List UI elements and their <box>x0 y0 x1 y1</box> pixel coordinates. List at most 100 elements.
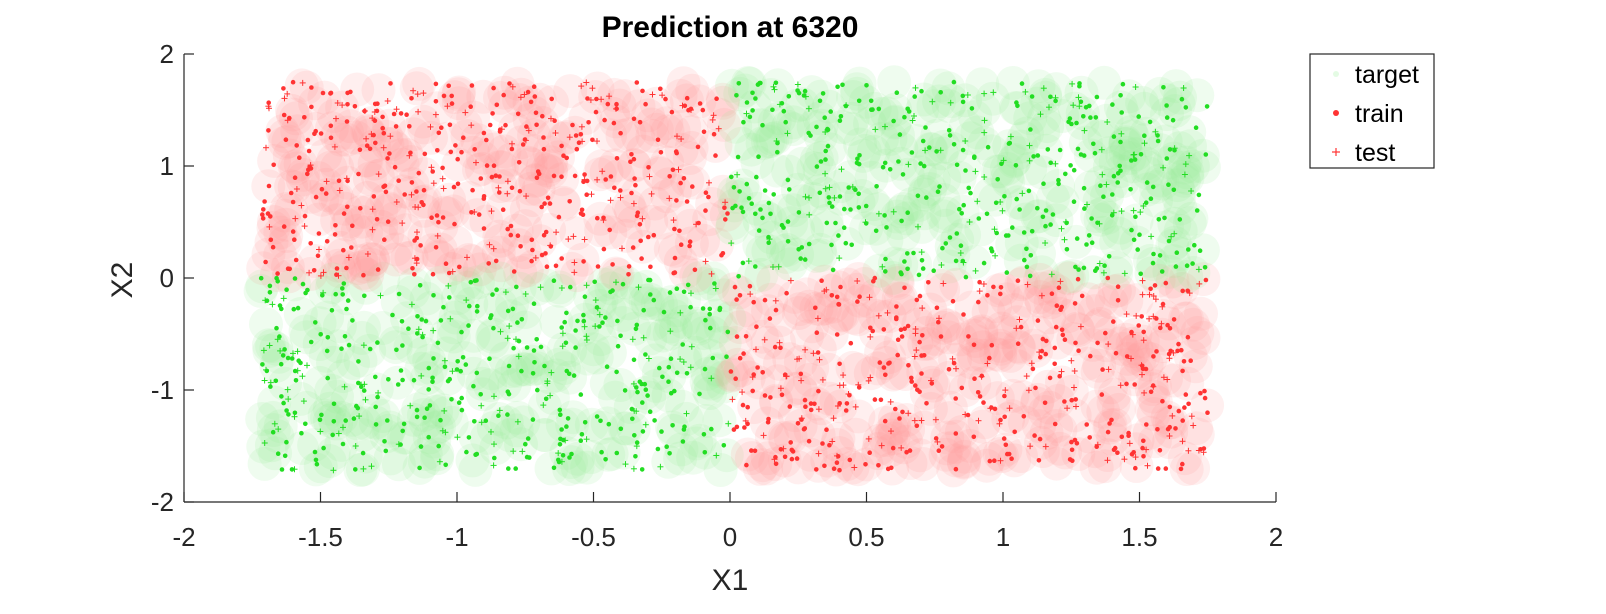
train-point <box>443 261 449 267</box>
train-point <box>802 397 808 403</box>
train-point <box>1143 200 1149 205</box>
train-point <box>785 219 791 224</box>
train-point <box>919 88 924 94</box>
target-halo <box>346 255 381 290</box>
target-halo <box>259 348 294 383</box>
train-point <box>451 184 457 190</box>
target-halo <box>609 411 644 446</box>
target-halo <box>407 157 442 192</box>
train-point <box>834 332 840 337</box>
target-halo <box>651 444 686 479</box>
train-point <box>345 204 350 210</box>
train-point <box>500 207 506 212</box>
target-halo <box>546 332 581 367</box>
train-point <box>295 305 301 311</box>
train-point <box>1128 187 1133 192</box>
train-point <box>806 438 812 444</box>
train-point <box>829 204 835 209</box>
target-halo <box>841 302 876 337</box>
train-point <box>1111 173 1117 179</box>
train-point <box>840 82 845 88</box>
train-point <box>534 122 539 128</box>
target-halo <box>1112 79 1146 114</box>
target-halo <box>528 418 563 453</box>
train-point <box>802 257 808 262</box>
train-point <box>742 425 747 430</box>
train-point <box>931 268 936 274</box>
train-point <box>1202 395 1208 401</box>
train-point <box>848 207 853 212</box>
train-point <box>1091 141 1096 147</box>
train-point <box>798 371 804 377</box>
target-halo <box>783 344 818 379</box>
train-point <box>895 337 901 343</box>
train-point <box>687 239 693 244</box>
train-point <box>429 215 434 220</box>
train-point <box>664 444 669 450</box>
train-point <box>876 463 881 468</box>
target-halo <box>923 68 958 103</box>
train-point <box>607 227 612 233</box>
train-point <box>655 137 661 143</box>
train-point <box>419 317 425 322</box>
train-point <box>1019 81 1025 86</box>
train-point <box>360 450 366 456</box>
train-point <box>1002 194 1007 199</box>
train-point <box>593 109 599 115</box>
train-point <box>934 149 939 154</box>
train-point <box>557 407 563 413</box>
train-point <box>1050 212 1056 217</box>
train-point <box>487 356 492 362</box>
train-point <box>398 368 404 373</box>
train-point <box>325 335 331 340</box>
train-point <box>515 320 520 325</box>
target-halo <box>926 129 961 164</box>
train-point <box>887 167 893 172</box>
train-point <box>516 160 522 165</box>
train-point <box>1048 94 1053 100</box>
train-point <box>563 340 569 346</box>
train-point <box>459 395 465 401</box>
train-point <box>703 317 708 323</box>
train-point <box>702 450 708 455</box>
train-point <box>522 137 528 142</box>
target-halo <box>1139 183 1173 218</box>
train-point <box>473 452 478 458</box>
train-point <box>333 291 339 297</box>
train-point <box>712 281 717 286</box>
target-halo <box>932 401 967 436</box>
target-halo <box>1080 199 1115 233</box>
target-halo <box>995 378 1030 413</box>
train-point <box>634 213 640 219</box>
target-halo <box>1028 77 1063 112</box>
train-point <box>731 185 737 190</box>
train-point <box>740 260 746 266</box>
train-point <box>1105 275 1111 281</box>
target-halo <box>887 192 922 226</box>
train-point <box>1133 214 1138 220</box>
target-halo <box>1161 87 1196 121</box>
train-point <box>976 216 982 221</box>
target-halo <box>843 127 878 162</box>
train-point <box>1059 304 1064 310</box>
train-point <box>612 185 617 191</box>
train-point <box>489 174 495 180</box>
target-halo <box>483 80 517 115</box>
target-halo <box>1157 141 1192 176</box>
target-halo <box>1000 185 1035 220</box>
train-point <box>789 447 795 453</box>
train-point <box>708 325 713 331</box>
train-point <box>1150 184 1156 190</box>
train-point <box>1086 233 1092 238</box>
train-point <box>887 360 892 366</box>
train-point <box>423 318 429 324</box>
train-point <box>929 381 935 386</box>
target-halo <box>1083 306 1118 341</box>
train-point <box>690 184 695 189</box>
target-halo <box>1180 78 1215 113</box>
train-point <box>1064 247 1070 252</box>
train-point <box>261 207 266 212</box>
train-point <box>281 112 287 118</box>
train-point <box>836 302 842 307</box>
target-halo <box>256 205 291 239</box>
